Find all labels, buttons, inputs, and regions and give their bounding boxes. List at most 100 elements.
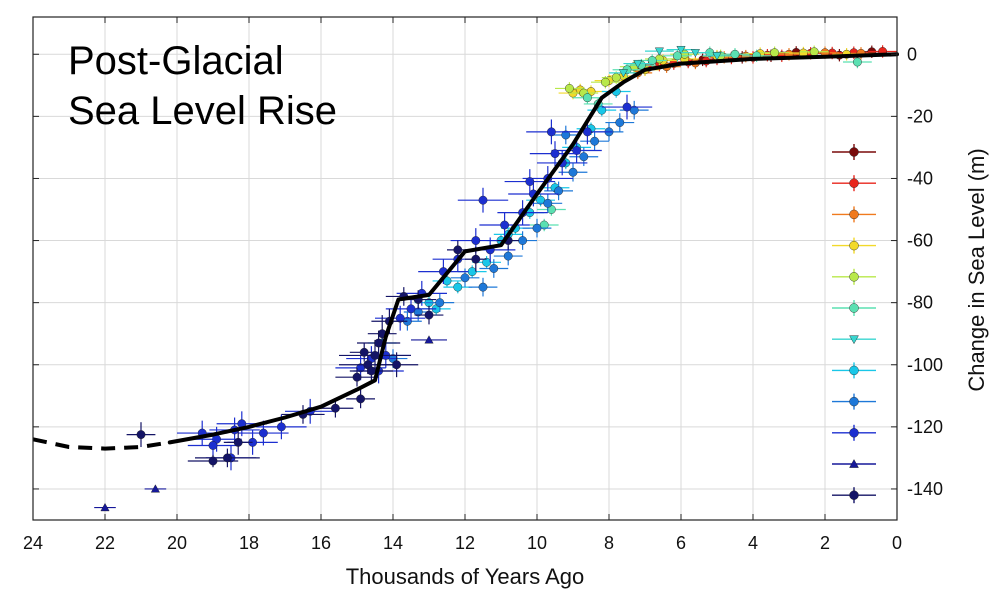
data-point [809, 47, 819, 57]
data-point [233, 437, 243, 447]
data-point [518, 236, 527, 245]
legend-entry [832, 175, 876, 192]
data-point [471, 236, 481, 245]
x-tick-label: 22 [95, 533, 115, 553]
legend-entry [832, 362, 876, 379]
y-tick-label: -20 [907, 106, 933, 126]
chart-title-line-1: Post-Glacial [68, 39, 284, 83]
trend-curve [32, 52, 899, 451]
trend-line-dashed [32, 437, 171, 451]
data-point [849, 428, 859, 438]
data-point [590, 136, 599, 146]
data-point [849, 303, 859, 313]
data-point [222, 453, 232, 463]
data-point [572, 146, 581, 155]
data-point [424, 310, 434, 320]
trend-line-solid [167, 52, 899, 445]
y-tick-label: 0 [907, 44, 917, 64]
series-s12 [126, 231, 519, 468]
legend-entry [832, 335, 876, 345]
legend-entry [832, 144, 876, 160]
data-point [730, 49, 740, 59]
data-point [424, 335, 434, 344]
data-point [395, 313, 405, 323]
x-tick-label: 24 [23, 533, 43, 553]
data-point [136, 430, 146, 440]
legend-entry [832, 300, 876, 316]
chart-title-line-2: Sea Level Rise [68, 89, 337, 133]
x-axis-title: Thousands of Years Ago [346, 564, 585, 589]
x-tick-label: 16 [311, 533, 331, 553]
legend-entry [832, 487, 876, 504]
data-point [853, 57, 862, 67]
grid-lines [32, 17, 898, 520]
data-point [356, 394, 365, 404]
data-point [849, 459, 859, 468]
data-point [489, 264, 499, 273]
data-point [554, 186, 563, 196]
x-tick-label: 12 [455, 533, 475, 553]
series-s11 [94, 335, 447, 512]
data-point [453, 245, 463, 255]
data-point [478, 195, 488, 205]
data-point [849, 335, 859, 345]
data-point [565, 84, 574, 93]
data-point [618, 69, 628, 78]
axis-ticks: 24 22 20 18 16 14 12 10 8 6 4 2 00-20-40-60-80-100-1… [23, 17, 943, 553]
data-point [460, 273, 470, 283]
data-point [849, 272, 859, 282]
data-point [579, 152, 589, 162]
legend-entry [832, 237, 876, 254]
data-point [453, 282, 463, 292]
data-point [655, 54, 664, 64]
legend [832, 144, 876, 504]
data-point [770, 48, 779, 58]
data-point [525, 177, 535, 186]
data-point [583, 93, 592, 103]
x-tick-label: 2 [820, 533, 830, 553]
legend-entry [832, 393, 876, 410]
data-point [547, 127, 556, 137]
data-point [654, 47, 664, 56]
data-point [647, 56, 657, 65]
data-point [673, 51, 682, 61]
x-tick-label: 6 [676, 533, 686, 553]
data-point [550, 149, 560, 159]
data-point [532, 223, 542, 233]
data-point [601, 77, 610, 87]
data-point [359, 347, 369, 357]
y-tick-label: -40 [907, 168, 933, 188]
x-tick-label: 0 [892, 533, 902, 553]
data-point [676, 46, 686, 55]
data-point [849, 396, 859, 407]
data-point [503, 251, 513, 261]
x-tick-label: 18 [239, 533, 259, 553]
data-point [622, 102, 632, 112]
data-point [276, 422, 286, 432]
data-point [597, 105, 607, 115]
data-point [849, 178, 859, 188]
data-point [849, 209, 859, 220]
data-point [583, 127, 592, 137]
legend-entry [832, 459, 876, 468]
x-tick-label: 10 [527, 533, 547, 553]
data-series [94, 45, 897, 512]
data-point [568, 167, 578, 177]
data-point [712, 52, 722, 61]
data-point [467, 267, 477, 277]
x-tick-label: 8 [604, 533, 614, 553]
data-point [633, 60, 643, 69]
data-point [208, 441, 218, 450]
y-tick-label: -100 [907, 355, 943, 375]
legend-entry [832, 424, 876, 441]
y-axis-title: Change in Sea Level (m) [964, 148, 989, 391]
x-tick-label: 20 [167, 533, 187, 553]
x-tick-label: 14 [383, 533, 403, 553]
data-point [611, 73, 621, 82]
data-point [478, 282, 488, 292]
y-tick-label: -60 [907, 231, 933, 251]
data-point [561, 130, 571, 140]
legend-entry [832, 206, 876, 223]
